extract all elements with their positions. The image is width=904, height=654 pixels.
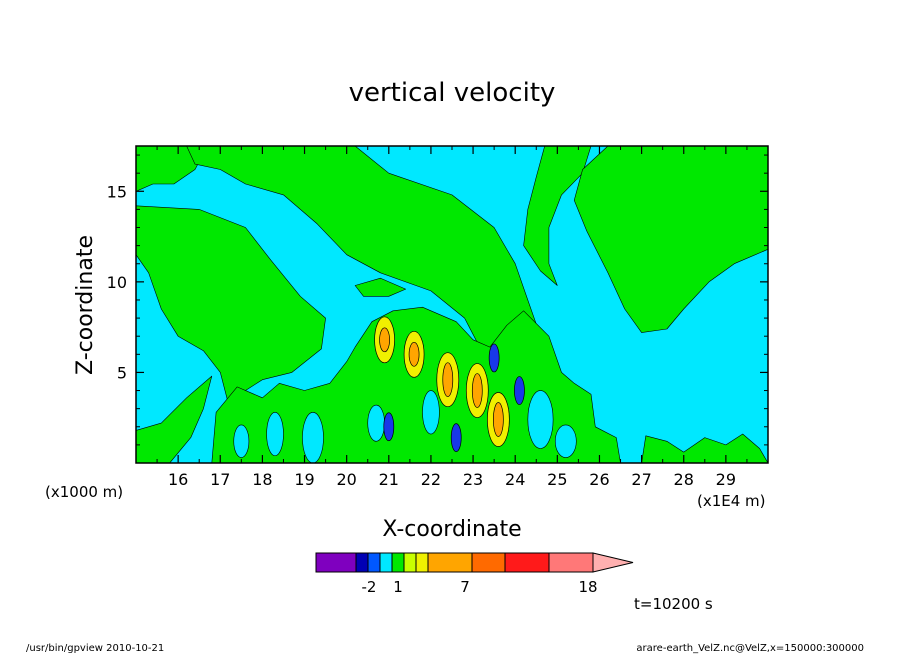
colorbar-segment: [548, 552, 594, 573]
updraft-core: [492, 402, 504, 437]
updraft-core: [471, 373, 483, 408]
x-tick-label: 22: [421, 470, 441, 489]
x-tick-label: 19: [294, 470, 314, 489]
downdraft-cell: [450, 423, 462, 452]
updraft-core: [408, 341, 420, 367]
green-region: [641, 433, 768, 463]
colorbar-segment: [403, 552, 417, 573]
x-axis: 16 17 18 19 20 21 22 23 24 25 26 27 28 29: [156, 146, 748, 489]
colorbar: [315, 552, 634, 573]
footer-left: /usr/bin/gpview 2010-10-21: [26, 643, 164, 654]
cyan-gap: [527, 390, 554, 449]
downdraft-cell: [488, 343, 500, 373]
x-tick-label: 26: [589, 470, 609, 489]
y-axis-label: Z-coordinate: [73, 235, 98, 375]
y-axis: 5 10 15: [107, 154, 768, 446]
green-region: [573, 146, 768, 333]
time-label: t=10200 s: [634, 595, 713, 613]
downdraft-cell: [514, 376, 525, 405]
green-region: [136, 205, 326, 406]
x-tick-label: 20: [336, 470, 356, 489]
x-tick-label: 18: [252, 470, 272, 489]
colorbar-segment: [379, 552, 393, 573]
x-tick-label: 28: [674, 470, 694, 489]
cyan-gap: [554, 424, 577, 458]
colorbar-arrow: [592, 552, 634, 573]
colorbar-tick-label: 7: [460, 578, 470, 596]
y-tick-label: 5: [117, 363, 127, 382]
x-tick-label: 17: [210, 470, 230, 489]
green-regions: [136, 146, 768, 463]
footer-right: arare-earth_VelZ.nc@VelZ,x=150000:300000: [636, 643, 864, 654]
downdraft-cell: [383, 412, 395, 442]
cyan-gap: [302, 411, 324, 463]
colorbar-tick-label: 18: [578, 578, 597, 596]
x-tick-label: 23: [463, 470, 483, 489]
cyan-gap: [422, 390, 440, 435]
cyan-gap: [367, 404, 385, 442]
colorbar-segment: [355, 552, 369, 573]
colorbar-tick-label: 1: [393, 578, 403, 596]
colorbar-tick-label: -2: [362, 578, 377, 596]
cyan-gap: [266, 411, 284, 457]
x-tick-label: 16: [168, 470, 188, 489]
cyan-gap: [233, 424, 250, 458]
y-tick-label: 15: [107, 182, 127, 201]
y-tick-label: 10: [107, 273, 127, 292]
x-axis-multiplier: (x1E4 m): [697, 492, 766, 510]
green-region: [354, 277, 406, 297]
x-axis-label: X-coordinate: [382, 517, 521, 542]
colorbar-segment: [504, 552, 550, 573]
updraft-core: [442, 362, 454, 398]
colorbar-segment: [471, 552, 506, 573]
chart-title: vertical velocity: [349, 78, 556, 108]
plot-area: [136, 146, 768, 463]
y-axis-multiplier: (x1000 m): [45, 483, 123, 501]
x-tick-label: 24: [505, 470, 525, 489]
colorbar-segment: [315, 552, 357, 573]
green-region: [136, 146, 208, 192]
colorbar-segment: [391, 552, 405, 573]
colorbar-tick-labels: -2 1 7 18: [362, 578, 598, 596]
x-tick-label: 27: [631, 470, 651, 489]
colorbar-segment: [415, 552, 429, 573]
colorbar-segment: [427, 552, 473, 573]
x-tick-label: 25: [547, 470, 567, 489]
x-tick-label: 29: [716, 470, 736, 489]
colorbar-segment: [367, 552, 381, 573]
green-region: [136, 375, 213, 463]
updraft-core: [379, 327, 390, 353]
convective-cells: [374, 316, 525, 452]
x-tick-label: 21: [379, 470, 399, 489]
